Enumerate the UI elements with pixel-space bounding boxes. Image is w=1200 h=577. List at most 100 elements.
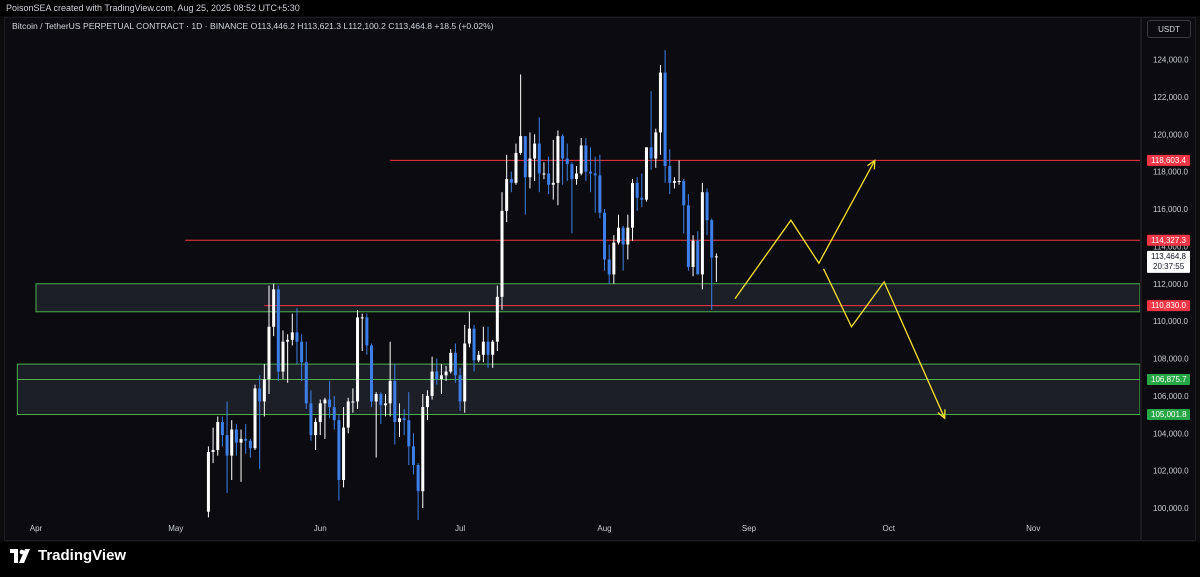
candle-body bbox=[276, 289, 280, 372]
candle-body bbox=[696, 240, 700, 275]
candle-body bbox=[612, 242, 616, 275]
candle-body bbox=[663, 72, 667, 167]
candle bbox=[686, 194, 690, 271]
projection-path bbox=[734, 160, 876, 300]
candle bbox=[477, 351, 481, 363]
candle bbox=[561, 134, 565, 185]
candle-body bbox=[691, 240, 695, 267]
candle-body bbox=[579, 145, 583, 174]
price-label-text: 106,875.7 bbox=[1151, 375, 1187, 384]
candle bbox=[402, 408, 406, 436]
candle bbox=[453, 343, 457, 383]
candle-body bbox=[453, 352, 457, 376]
candle bbox=[430, 356, 434, 400]
candle-body bbox=[584, 145, 588, 172]
candle-body bbox=[477, 354, 481, 361]
candle bbox=[370, 343, 374, 408]
candle bbox=[649, 91, 653, 170]
price-label-bg bbox=[1147, 154, 1190, 166]
candle-body bbox=[486, 341, 490, 355]
candle bbox=[262, 364, 266, 417]
candle-body bbox=[374, 394, 378, 402]
candle-body bbox=[533, 143, 537, 159]
candle-body bbox=[537, 143, 541, 174]
candle-body bbox=[393, 380, 397, 423]
candle-body bbox=[230, 429, 234, 456]
candle bbox=[267, 285, 271, 395]
candle-body bbox=[621, 227, 625, 245]
candle bbox=[342, 407, 346, 488]
candle-body bbox=[430, 371, 434, 396]
chart-pane[interactable] bbox=[4, 17, 1196, 541]
candle bbox=[556, 130, 560, 206]
candle bbox=[635, 177, 639, 211]
projection-arrowhead bbox=[937, 409, 946, 420]
x-axis-tick-label: Aug bbox=[597, 524, 611, 533]
candle bbox=[547, 156, 551, 195]
candle bbox=[314, 418, 318, 451]
candle-body bbox=[397, 418, 401, 423]
candle bbox=[593, 156, 597, 213]
candle-body bbox=[635, 182, 639, 198]
y-axis-tick-label: 116,000.0 bbox=[1153, 205, 1189, 214]
y-axis-tick-label: 122,000.0 bbox=[1153, 93, 1189, 102]
y-axis-tick-label: 106,000.0 bbox=[1153, 392, 1189, 401]
candle bbox=[491, 339, 495, 368]
tradingview-logo[interactable]: TradingView bbox=[10, 547, 126, 564]
candle-body bbox=[337, 420, 341, 480]
y-axis-tick-label: 124,000.0 bbox=[1153, 56, 1189, 65]
candle bbox=[467, 311, 471, 348]
candle-body bbox=[589, 171, 593, 174]
candle-body bbox=[505, 179, 509, 211]
currency-button[interactable]: USDT bbox=[1147, 20, 1191, 38]
candle-body bbox=[267, 326, 271, 380]
candle-body bbox=[593, 173, 597, 176]
candle bbox=[379, 392, 383, 424]
tradingview-logo-text: TradingView bbox=[38, 547, 127, 564]
candle bbox=[309, 390, 313, 441]
candle bbox=[318, 399, 322, 436]
candle bbox=[356, 309, 360, 409]
candle-body bbox=[342, 427, 346, 480]
candle bbox=[705, 188, 709, 236]
candle-body bbox=[379, 394, 383, 406]
candle-body bbox=[528, 158, 532, 178]
candle bbox=[542, 162, 546, 180]
candle bbox=[514, 143, 518, 185]
candle bbox=[519, 74, 523, 155]
candle bbox=[346, 397, 350, 434]
candle bbox=[700, 182, 704, 290]
candle bbox=[486, 326, 490, 368]
candle-body bbox=[416, 465, 420, 492]
price-label-text: 110,830.0 bbox=[1151, 301, 1187, 310]
candle bbox=[425, 390, 429, 421]
candle bbox=[472, 324, 476, 372]
candle bbox=[407, 392, 411, 466]
candle-body bbox=[318, 403, 322, 423]
candle-body bbox=[411, 446, 415, 466]
candle bbox=[663, 50, 667, 183]
candle-body bbox=[304, 362, 308, 404]
candle-body bbox=[491, 341, 495, 355]
candle-body bbox=[449, 352, 453, 372]
candle-body bbox=[309, 403, 313, 436]
candle bbox=[384, 394, 387, 417]
x-axis-tick-label: Oct bbox=[883, 524, 896, 533]
y-axis-tick-label: 118,000.0 bbox=[1153, 168, 1189, 177]
candle bbox=[621, 225, 625, 271]
candle bbox=[234, 423, 238, 456]
candle bbox=[640, 173, 644, 208]
candle bbox=[328, 380, 332, 419]
candle bbox=[691, 235, 695, 277]
x-axis-tick-label: Jun bbox=[314, 524, 327, 533]
support-zone bbox=[16, 379, 1140, 416]
candle-body bbox=[481, 341, 485, 355]
candle bbox=[570, 162, 574, 234]
candle-body bbox=[556, 136, 560, 183]
candle-body bbox=[630, 182, 634, 228]
y-axis-tick-label: 114,000.0 bbox=[1153, 242, 1189, 251]
candle-body bbox=[286, 339, 290, 342]
price-label: 118,603.4 bbox=[1147, 154, 1190, 166]
candle-body bbox=[700, 192, 704, 275]
